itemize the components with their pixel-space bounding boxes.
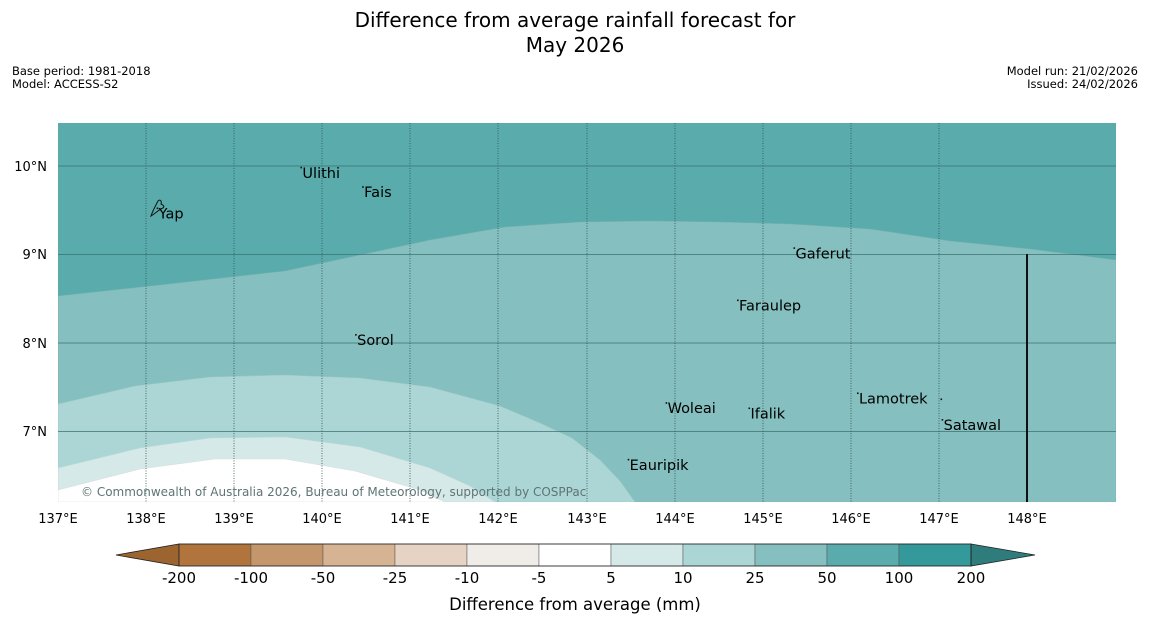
colorbar-extend-low xyxy=(115,543,180,567)
colorbar-extend-high xyxy=(970,543,1036,567)
place-marker xyxy=(856,392,859,395)
lon-tick-141e: 141°E xyxy=(390,512,430,527)
place-marker xyxy=(793,247,796,249)
lon-tick-143e: 143°E xyxy=(567,512,607,527)
place-label: Sorol xyxy=(357,333,394,349)
yap-island-shape xyxy=(150,199,165,218)
lon-tick-140e: 140°E xyxy=(302,512,342,527)
colorbar-segment xyxy=(898,543,972,567)
place-marker xyxy=(355,334,357,336)
lat-tick-10n: 10°N xyxy=(14,160,47,175)
lon-tick-144e: 144°E xyxy=(655,512,695,527)
colorbar-segment xyxy=(538,543,612,567)
info-right: Model run: 21/02/2026 Issued: 24/02/2026 xyxy=(1007,65,1138,91)
place-label: Satawal xyxy=(944,418,1001,434)
copyright-text: © Commonwealth of Australia 2026, Bureau… xyxy=(81,485,586,499)
colorbar-segment xyxy=(682,543,756,567)
issued-text: Issued: 24/02/2026 xyxy=(1027,77,1138,91)
place-marker xyxy=(362,186,364,188)
colorbar-tick: 10 xyxy=(673,569,692,587)
place-marker xyxy=(300,166,303,169)
place-label: Ulithi xyxy=(302,166,340,182)
colorbar-segment xyxy=(466,543,540,567)
band-neutral xyxy=(58,458,446,502)
colorbar-segment xyxy=(250,543,324,567)
lat-tick-8n: 8°N xyxy=(23,337,48,352)
place-label: Woleai xyxy=(668,401,716,417)
lon-tick-139e: 139°E xyxy=(214,512,254,527)
colorbar-tick: -5 xyxy=(532,569,547,587)
colorbar-segment xyxy=(394,543,468,567)
lon-tick-137e: 137°E xyxy=(38,512,78,527)
place-label: Lamotrek xyxy=(859,391,928,407)
place-label: Yap xyxy=(158,206,184,222)
lon-tick-labels: 137°E 138°E 139°E 140°E 141°E 142°E 143°… xyxy=(38,512,1047,527)
colorbar-label: Difference from average (mm) xyxy=(449,595,701,614)
colorbar-tick: -200 xyxy=(162,569,196,587)
colorbar-tick: 5 xyxy=(606,569,616,587)
place-marker xyxy=(665,402,668,404)
colorbar-segment xyxy=(178,543,252,567)
place-marker xyxy=(748,407,751,410)
colorbar-segment xyxy=(610,543,684,567)
place-marker xyxy=(627,458,630,461)
place-marker xyxy=(156,207,159,210)
colorbar-tick: 200 xyxy=(957,569,986,587)
colorbar: -200 -100 -50 -25 -10 -5 5 10 25 50 100 200 xyxy=(115,543,1036,587)
model-run-text: Model run: 21/02/2026 xyxy=(1006,64,1138,78)
place-label: Ifalik xyxy=(750,406,785,422)
place-label: Gaferut xyxy=(795,246,850,262)
lon-tick-138e: 138°E xyxy=(126,512,166,527)
colorbar-tick: -50 xyxy=(311,569,336,587)
colorbar-tick: 25 xyxy=(745,569,764,587)
place-label: Faraulep xyxy=(739,299,801,315)
colorbar-tick: -10 xyxy=(455,569,480,587)
colorbar-tick: -100 xyxy=(234,569,268,587)
colorbar-tick: -25 xyxy=(383,569,408,587)
lat-tick-labels: 10°N 9°N 8°N 7°N xyxy=(14,160,47,440)
place-marker xyxy=(941,418,944,421)
base-period-text: Base period: 1981-2018 xyxy=(12,64,151,78)
colorbar-segment xyxy=(826,543,900,567)
map-panel: Ulithi Fais Yap Gaferut Faraulep Sorol Lamotre… xyxy=(58,123,1116,502)
lat-tick-9n: 9°N xyxy=(23,248,48,263)
title-line-2: May 2026 xyxy=(525,33,625,57)
lon-tick-148e: 148°E xyxy=(1007,512,1047,527)
islet-marker xyxy=(940,398,943,401)
longitude-gridlines xyxy=(145,123,940,502)
lon-tick-146e: 146°E xyxy=(831,512,871,527)
lon-tick-145e: 145°E xyxy=(743,512,783,527)
colorbar-outline xyxy=(178,543,972,567)
lat-tick-7n: 7°N xyxy=(23,425,48,440)
colorbar-tick: 100 xyxy=(885,569,914,587)
lon-tick-142e: 142°E xyxy=(478,512,518,527)
colorbar-tick: 50 xyxy=(817,569,836,587)
lon-tick-147e: 147°E xyxy=(919,512,959,527)
info-left: Base period: 1981-2018 Model: ACCESS-S2 xyxy=(12,65,151,91)
places-layer: Ulithi Fais Yap Gaferut Faraulep Sorol Lamotre… xyxy=(156,166,1001,474)
title-line-1: Difference from average rainfall forecas… xyxy=(354,8,796,32)
chart-title: Difference from average rainfall forecas… xyxy=(0,8,1150,58)
place-marker xyxy=(737,299,739,302)
colorbar-segment xyxy=(322,543,396,567)
model-text: Model: ACCESS-S2 xyxy=(12,77,119,91)
colorbar-segment xyxy=(754,543,828,567)
place-label: Fais xyxy=(364,185,391,201)
place-label: Eauripik xyxy=(630,458,689,474)
